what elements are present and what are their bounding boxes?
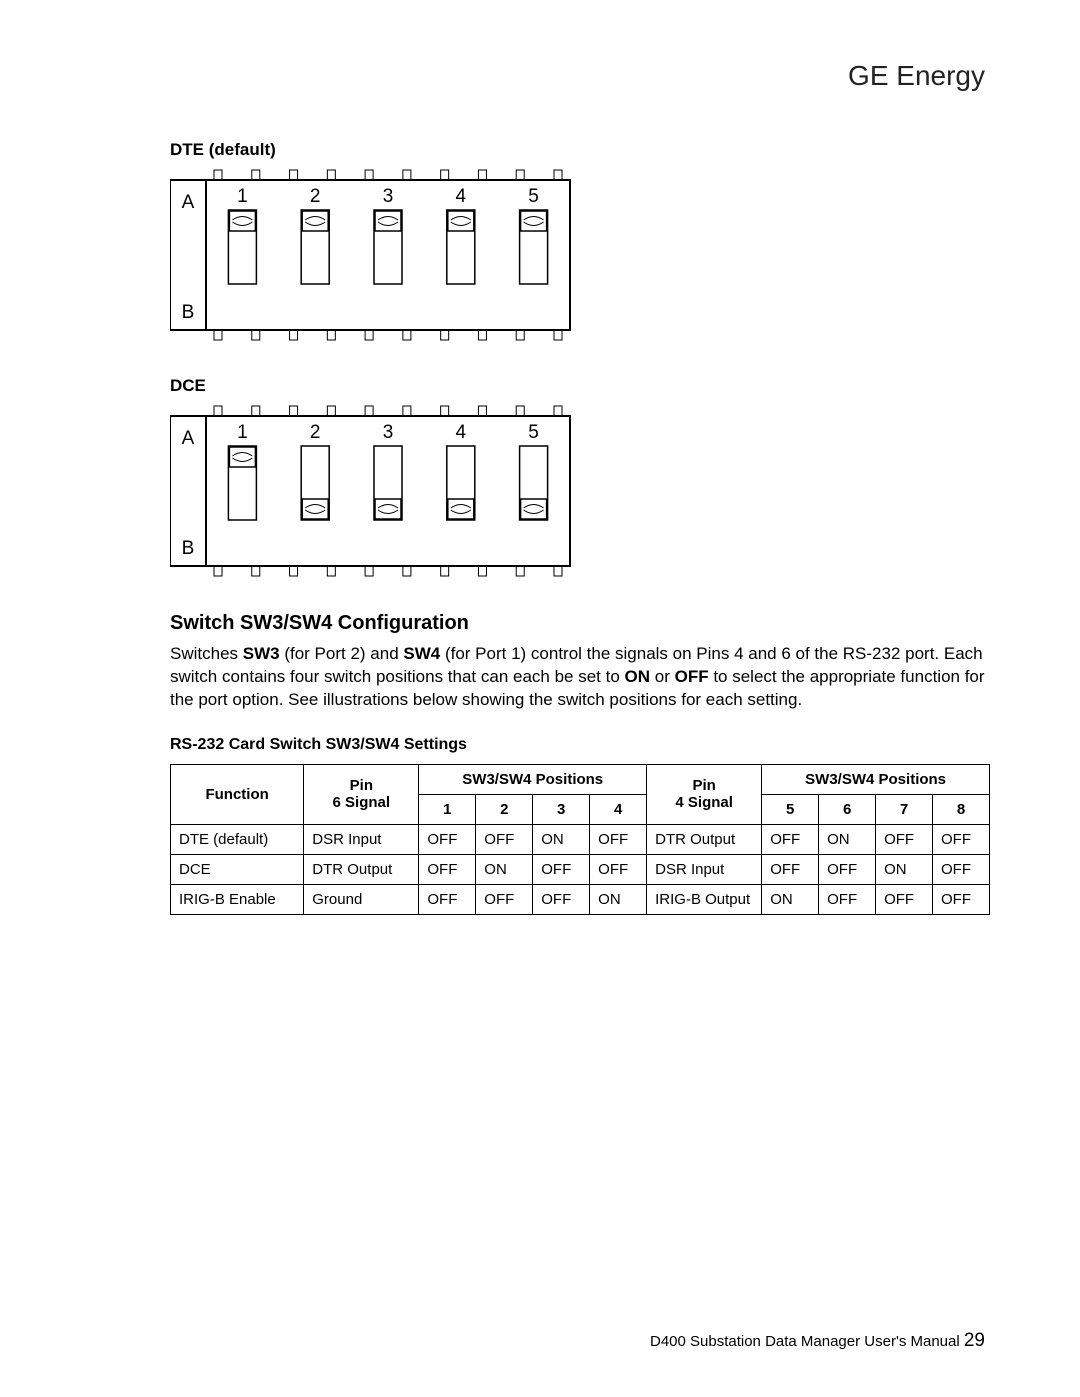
table-header: 7 <box>876 794 933 824</box>
svg-text:B: B <box>182 538 195 559</box>
table-cell: OFF <box>876 884 933 914</box>
table-cell: OFF <box>419 854 476 884</box>
table-cell: OFF <box>590 824 647 854</box>
table-cell: DSR Input <box>304 824 419 854</box>
table-cell: OFF <box>476 824 533 854</box>
svg-text:1: 1 <box>237 422 248 443</box>
table-cell: ON <box>590 884 647 914</box>
table-header: 3 <box>533 794 590 824</box>
dip-label: DCE <box>170 376 990 396</box>
table-header: 4 <box>590 794 647 824</box>
table-header: 1 <box>419 794 476 824</box>
table-cell: ON <box>819 824 876 854</box>
footer: D400 Substation Data Manager User's Manu… <box>650 1330 985 1352</box>
table-cell: ON <box>876 854 933 884</box>
table-cell: OFF <box>476 884 533 914</box>
table-cell: DTR Output <box>304 854 419 884</box>
table-cell: DCE <box>171 854 304 884</box>
table-cell: IRIG-B Output <box>647 884 762 914</box>
table-header: Pin6 Signal <box>304 764 419 824</box>
dip-switch-diagram: A B 1 2 3 4 5 <box>170 402 590 582</box>
table-header: Function <box>171 764 304 824</box>
svg-text:2: 2 <box>310 422 321 443</box>
page-number: 29 <box>964 1330 985 1351</box>
table-cell: DSR Input <box>647 854 762 884</box>
table-cell: ON <box>533 824 590 854</box>
table-cell: ON <box>476 854 533 884</box>
table-header: 5 <box>762 794 819 824</box>
brand-label: GE Energy <box>848 60 985 92</box>
svg-text:A: A <box>182 192 195 213</box>
table-cell: DTR Output <box>647 824 762 854</box>
table-header: SW3/SW4 Positions <box>419 764 647 794</box>
table-header: 6 <box>819 794 876 824</box>
table-cell: OFF <box>933 884 990 914</box>
content: DTE (default)AB12345DCEAB12345 Switch SW… <box>170 140 990 915</box>
table-cell: DTE (default) <box>171 824 304 854</box>
table-cell: OFF <box>819 884 876 914</box>
table-cell: OFF <box>876 824 933 854</box>
settings-table: FunctionPin6 SignalSW3/SW4 PositionsPin4… <box>170 764 990 915</box>
svg-text:3: 3 <box>383 186 394 207</box>
table-header: 8 <box>933 794 990 824</box>
table-header: 2 <box>476 794 533 824</box>
table-cell: OFF <box>590 854 647 884</box>
table-cell: OFF <box>819 854 876 884</box>
dip-switch-diagram: A B 1 2 3 4 5 <box>170 166 590 346</box>
svg-text:4: 4 <box>456 186 467 207</box>
svg-text:2: 2 <box>310 186 321 207</box>
table-cell: OFF <box>933 854 990 884</box>
dip-diagrams: DTE (default) A B 1 2 3 4 5 DCE A B 1 2 3 4 5 <box>170 140 990 582</box>
svg-text:3: 3 <box>383 422 394 443</box>
svg-text:A: A <box>182 428 195 449</box>
table-cell: IRIG-B Enable <box>171 884 304 914</box>
svg-text:1: 1 <box>237 186 248 207</box>
table-cell: OFF <box>533 884 590 914</box>
table-cell: OFF <box>533 854 590 884</box>
svg-text:5: 5 <box>528 186 539 207</box>
dip-label: DTE (default) <box>170 140 990 160</box>
table-title: RS-232 Card Switch SW3/SW4 Settings <box>170 736 990 754</box>
svg-text:4: 4 <box>456 422 467 443</box>
table-cell: OFF <box>762 854 819 884</box>
table-cell: OFF <box>762 824 819 854</box>
svg-text:5: 5 <box>528 422 539 443</box>
table-cell: OFF <box>933 824 990 854</box>
table-cell: OFF <box>419 884 476 914</box>
table-header: SW3/SW4 Positions <box>762 764 990 794</box>
section-body: Switches SW3 (for Port 2) and SW4 (for P… <box>170 643 990 712</box>
section-title: Switch SW3/SW4 Configuration <box>170 612 990 635</box>
table-cell: ON <box>762 884 819 914</box>
table-cell: Ground <box>304 884 419 914</box>
table-cell: OFF <box>419 824 476 854</box>
svg-text:B: B <box>182 302 195 323</box>
table-header: Pin4 Signal <box>647 764 762 824</box>
footer-text: D400 Substation Data Manager User's Manu… <box>650 1333 960 1350</box>
